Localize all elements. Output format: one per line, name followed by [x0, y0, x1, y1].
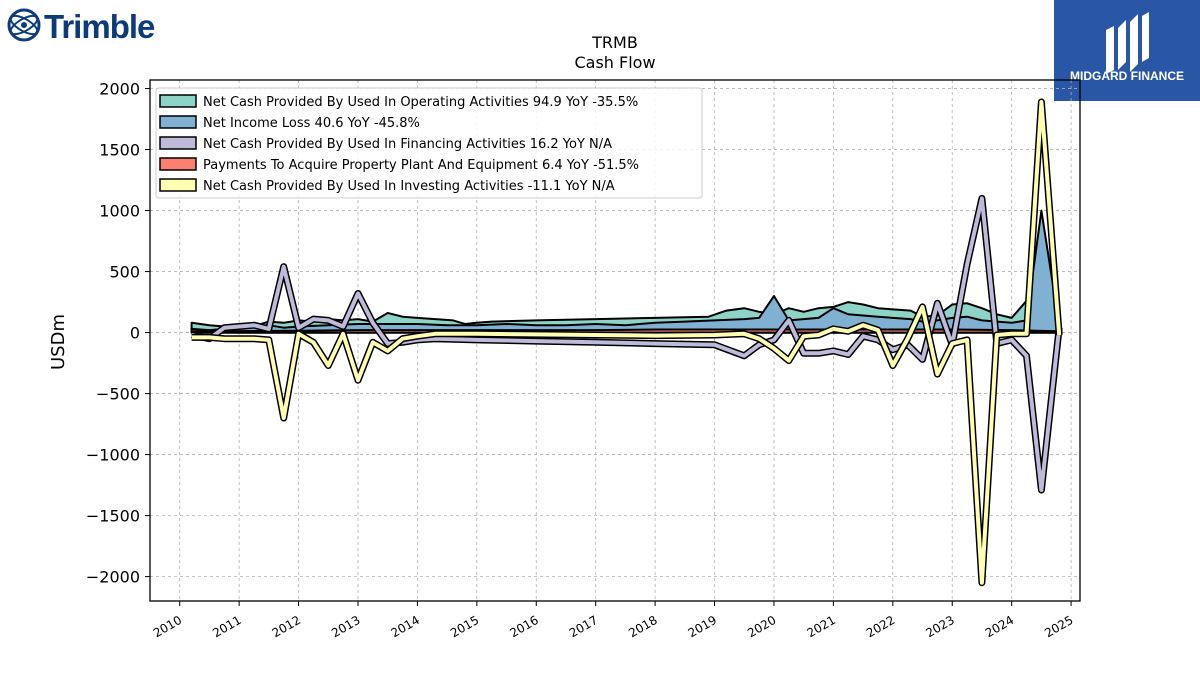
y-ticks: −2000 −1500 −1000 −500 0 500 1000 1500 2000	[86, 80, 150, 587]
y-tick-label: −1500	[86, 507, 140, 526]
legend-item: Net Income Loss 40.6 YoY -45.8%	[159, 115, 420, 131]
trimble-logo: Trimble	[4, 4, 174, 46]
legend-swatch	[159, 157, 197, 171]
x-tick-label: 2022	[864, 613, 897, 640]
chart-subtitle: Cash Flow	[574, 53, 655, 72]
y-tick-label: 0	[130, 324, 140, 343]
x-tick-label: 2020	[745, 613, 778, 640]
legend-label: Net Cash Provided By Used In Investing A…	[203, 179, 615, 194]
legend-item: Payments To Acquire Property Plant And E…	[159, 157, 639, 173]
trimble-globe-icon	[7, 8, 41, 42]
x-tick-label: 2011	[210, 613, 243, 640]
y-tick-label: −1000	[86, 446, 140, 465]
legend-item: Net Cash Provided By Used In Financing A…	[159, 136, 612, 152]
y-tick-label: 2000	[99, 80, 140, 99]
series-1	[190, 209, 1061, 334]
x-tick-label: 2012	[270, 613, 303, 640]
x-tick-label: 2024	[983, 613, 1016, 640]
legend-swatch	[159, 115, 197, 129]
series-layer	[190, 98, 1063, 587]
x-tick-label: 2016	[507, 613, 540, 640]
legend-swatch	[159, 94, 197, 108]
midgard-wordmark: MIDGARD FINANCE	[1070, 69, 1184, 83]
legend-swatch	[159, 178, 197, 192]
legend-swatch	[159, 136, 197, 150]
legend-item: Net Cash Provided By Used In Operating A…	[159, 94, 638, 110]
x-tick-label: 2014	[389, 613, 422, 640]
trimble-wordmark: Trimble	[44, 8, 155, 45]
series-line	[191, 100, 1062, 585]
x-tick-label: 2015	[448, 613, 481, 640]
legend-frame	[155, 87, 703, 199]
x-tick-label: 2017	[567, 613, 600, 640]
y-tick-label: 1500	[99, 141, 140, 160]
x-tick-label: 2021	[805, 613, 838, 640]
chart-title: TRMB	[591, 33, 638, 52]
x-tick-label: 2018	[626, 613, 659, 640]
x-tick-label: 2019	[686, 613, 719, 640]
legend-label: Net Income Loss 40.6 YoY -45.8%	[203, 116, 420, 131]
legend-item: Net Cash Provided By Used In Investing A…	[159, 178, 615, 194]
midgard-finance-logo: MIDGARD FINANCE	[1054, 0, 1200, 101]
x-tick-label: 2023	[923, 613, 956, 640]
series-area	[190, 209, 1061, 334]
y-axis-label: USDm	[48, 314, 69, 370]
series-2	[190, 194, 1063, 494]
midgard-monogram-icon	[1106, 12, 1149, 74]
series-4	[191, 98, 1063, 587]
y-tick-label: 1000	[99, 202, 140, 221]
legend-label: Payments To Acquire Property Plant And E…	[203, 158, 639, 173]
legend: Net Cash Provided By Used In Operating A…	[155, 87, 703, 199]
y-tick-label: −500	[96, 385, 140, 404]
x-tick-label: 2010	[151, 613, 184, 640]
y-tick-label: −2000	[86, 568, 140, 587]
x-ticks: 2010 2011 2012 2013 2014 2015 2016 2017 2018 2019…	[151, 601, 1076, 640]
x-tick-label: 2025	[1042, 613, 1075, 640]
plot-frame	[149, 79, 1081, 602]
x-tick-label: 2013	[329, 613, 362, 640]
y-tick-label: 500	[109, 263, 140, 282]
legend-label: Net Cash Provided By Used In Operating A…	[203, 95, 638, 110]
legend-label: Net Cash Provided By Used In Financing A…	[203, 137, 612, 152]
series-line	[191, 196, 1062, 492]
